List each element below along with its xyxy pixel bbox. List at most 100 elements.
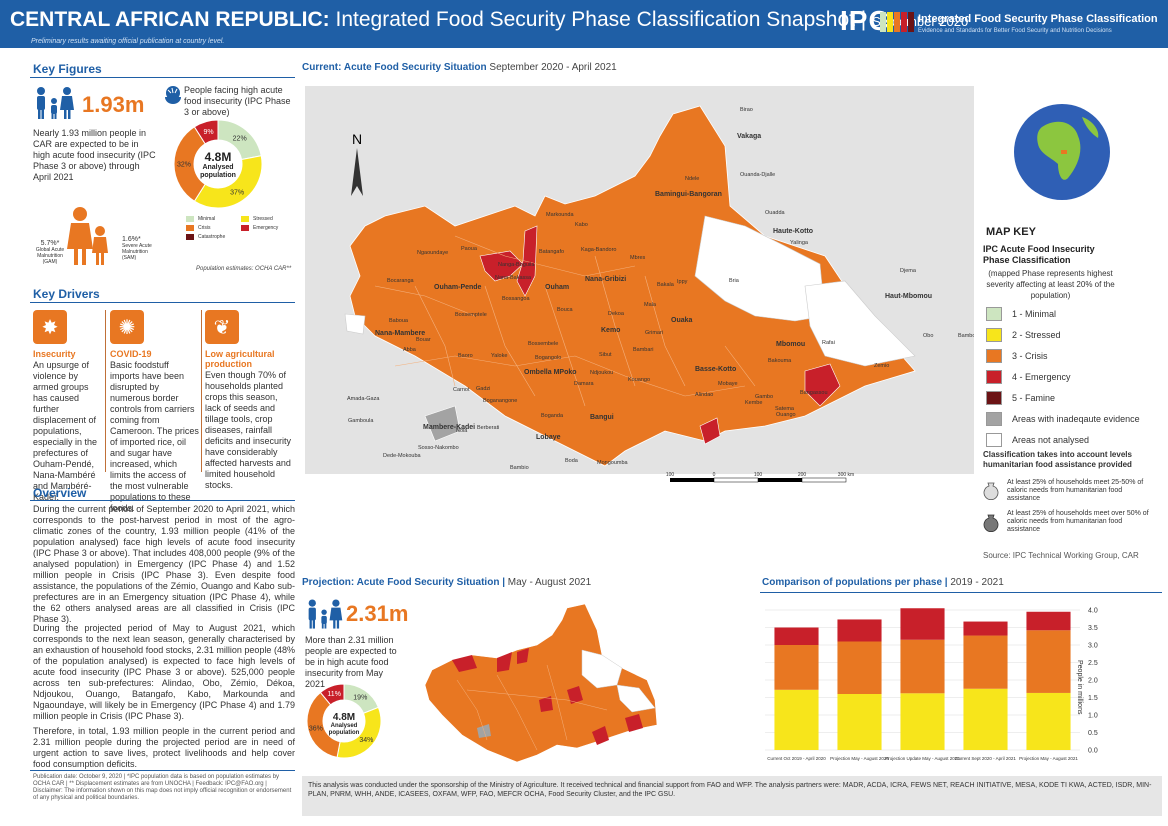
wheat-icon: ❦ (205, 310, 239, 344)
map-key-item: Areas not analysed (986, 433, 1156, 447)
y-tick-label: 1.0 (1088, 713, 1098, 720)
bar-emergency (1026, 611, 1071, 631)
projection-number: 2.31m (346, 601, 409, 626)
map-place-label: Bocaranga (387, 278, 415, 284)
map-place-label: Bambari (633, 347, 653, 353)
map-place-label: Mambere-Kadei (423, 424, 475, 431)
map-place-label: Mbres (630, 255, 646, 261)
donut-legend-item: Minimal (186, 216, 241, 222)
map-place-label: Bakouma (768, 358, 792, 364)
legend-label: Stressed (253, 216, 273, 222)
assistance-text-1: At least 25% of households meet 25-50% o… (1007, 479, 1144, 502)
scale-label: 0 (713, 472, 716, 478)
map-place-label: Batangafo (539, 249, 564, 255)
divider (30, 770, 295, 771)
map-place-label: Satema (775, 406, 795, 412)
map-place-label: Sosso-Nakombo (418, 445, 459, 451)
map-place-label: Bria (729, 278, 740, 284)
map-place-label: Mongoumba (597, 460, 629, 466)
map-place-label: Rafai (822, 340, 835, 346)
y-tick-label: 0.5 (1088, 730, 1098, 737)
scale-bar: 100 0 100 200 300 km (666, 472, 854, 483)
map-place-label: Nola (456, 428, 468, 434)
ipc-phase-bars-icon (880, 12, 914, 32)
driver-text-insecurity: An upsurge of violence by armed groups h… (33, 360, 98, 502)
map-key-label: 1 - Minimal (1012, 309, 1057, 319)
divider (30, 500, 295, 501)
map-place-label: Nana-Bakassa (495, 275, 532, 281)
map-place-label: Kemo (601, 327, 620, 334)
overview-heading: Overview (33, 486, 87, 500)
map-key-item: 4 - Emergency (986, 370, 1156, 384)
donut-center: 4.8M Analysed population (192, 150, 244, 180)
map-place-label: Ngaoundaye (417, 250, 448, 256)
map-place-label: Alindao (695, 392, 713, 398)
map-place-label: Kabo (575, 222, 588, 228)
map-key-heading: MAP KEY (986, 226, 1036, 238)
bar-emergency (900, 608, 945, 640)
map-key-swatch (986, 391, 1002, 405)
bar-stressed (963, 688, 1008, 750)
ipc-tagline: Evidence and Standards for Better Food S… (918, 28, 1112, 34)
map-key-swatch (986, 412, 1002, 426)
map-place-label: Ouham-Pende (434, 284, 482, 291)
map-place-label: Kembe (745, 400, 762, 406)
projection-map (424, 603, 658, 763)
map-place-label: Vakaga (737, 133, 761, 140)
donut-label-stressed: 37% (230, 190, 244, 197)
donut-label-emergency: 9% (203, 129, 213, 136)
north-arrow-label: N (352, 131, 362, 147)
sam-value: 1.6%* (122, 236, 141, 243)
donut-center-label: Analysed population (200, 164, 236, 179)
bar-crisis (774, 645, 819, 690)
map-key-item: 1 - Minimal (986, 307, 1156, 321)
donut-slice-stressed (193, 155, 263, 209)
sam-label: Severe Acute Malnutrition (SAM) (122, 243, 152, 261)
map-place-label: Sibut (599, 352, 612, 358)
projection-population-donut: 19% 34% 36% 11% (306, 683, 382, 759)
map-place-label: Ippy (677, 279, 688, 285)
map-place-label: Mbomou (776, 341, 805, 348)
sack-dark-icon (983, 514, 999, 532)
map-place-label: Mala (644, 302, 657, 308)
map-place-label: Damara (574, 381, 595, 387)
donut-label-crisis: 32% (177, 162, 191, 169)
gam-block: 5.7%* Global Acute Malnutrition (GAM) (34, 240, 66, 265)
map-place-label: Ouham (545, 284, 569, 291)
y-tick-label: 1.5 (1088, 695, 1098, 702)
overview-paragraph-1: During the current period of September 2… (33, 504, 295, 624)
map-place-label: Basse-Kotto (695, 366, 736, 373)
key-figure-number: 1.93m (82, 92, 145, 117)
map-place-label: Kouango (628, 377, 650, 383)
virus-icon: ✺ (110, 310, 144, 344)
map-place-label: Nana-Gribizi (585, 276, 626, 283)
map-place-label: Bambouti (958, 333, 974, 339)
projection-period: May - August 2021 (507, 577, 592, 588)
donut-legend-item: Stressed (241, 216, 296, 222)
donut-label-minimal: 19% (353, 695, 367, 702)
donut-label-emergency: 11% (327, 691, 341, 698)
sponsors-box (302, 776, 1162, 816)
map-place-label: Haute-Kotto (773, 228, 813, 235)
projection-heading: Projection: Acute Food Security Situatio… (302, 577, 592, 588)
map-key-item: Areas with inadeqaute evidence (986, 412, 1156, 426)
map-place-label: Bamingui-Bangoran (655, 191, 722, 198)
map-place-label: Kaga-Bandoro (581, 247, 616, 253)
map-place-label: Nana-Mambere (375, 330, 425, 337)
scale-label: 300 km (838, 472, 854, 478)
map-place-label: Dede-Mokouba (383, 453, 422, 459)
map-place-label: Ombella MPoko (524, 369, 577, 376)
map-place-label: Mobaye (718, 381, 738, 387)
map-place-label: Baboua (389, 318, 409, 324)
driver-title-insecurity: Insecurity (33, 349, 76, 359)
map-place-label: Abba (403, 347, 417, 353)
map-key-swatch (986, 433, 1002, 447)
donut-slice-crisis (173, 126, 206, 202)
map-place-label: Ndele (685, 176, 699, 182)
divider (760, 592, 1162, 593)
overview-paragraph-3: Therefore, in total, 1.93 million people… (33, 726, 295, 769)
map-place-label: Grimari (645, 330, 663, 336)
bar-crisis (837, 641, 882, 694)
comparison-bar-chart: 0.0 0.5 1.0 1.5 2.0 2.5 3.0 3.5 4.0 Current Oct 2… (765, 608, 1098, 761)
key-figure-text: Nearly 1.93 million people in CAR are ex… (33, 128, 156, 182)
